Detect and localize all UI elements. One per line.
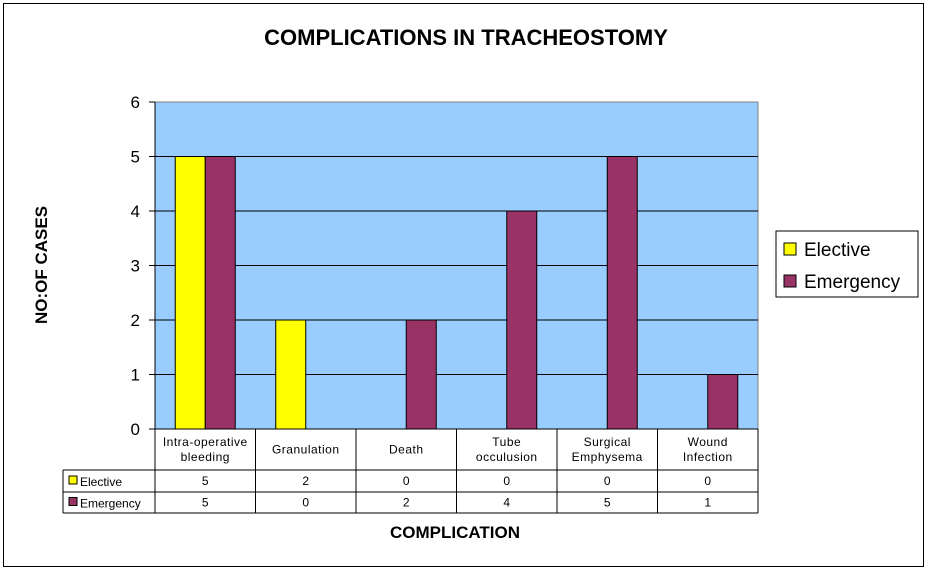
legend-box [775, 230, 919, 298]
legend: Elective Emergency [775, 230, 919, 298]
table-cell-value: 5 [604, 496, 611, 510]
table-series-label: Emergency [80, 497, 141, 511]
table-cell-value: 0 [704, 474, 711, 488]
axes: 0 1 2 3 4 5 6 [131, 93, 156, 439]
bar-emergency [405, 319, 437, 430]
table-cell-value: 5 [202, 474, 209, 488]
category-label: bleeding [181, 450, 230, 464]
bar-emergency [204, 156, 236, 430]
category-label: Infection [683, 450, 733, 464]
category-label: Emphysema [572, 450, 643, 464]
bar-emergency [606, 156, 638, 430]
category-label: Surgical [584, 435, 631, 449]
category-label: Death [389, 443, 424, 457]
category-label: Intra-operative [163, 435, 248, 449]
table-cell-value: 0 [403, 474, 410, 488]
table-legend-key [68, 497, 78, 506]
legend-label-elective: Elective [804, 240, 871, 261]
y-tick-label: 1 [131, 366, 140, 385]
x-axis-title: COMPLICATION [390, 523, 520, 542]
y-axis-title: NO:OF CASES [32, 206, 51, 324]
category-label: occulusion [476, 450, 538, 464]
y-tick-label: 5 [131, 148, 140, 167]
table-legend-key [68, 475, 78, 485]
chart-title: COMPLICATIONS IN TRACHEOSTOMY [264, 25, 668, 50]
y-tick-label: 6 [131, 93, 140, 112]
table-cell-value: 0 [503, 474, 510, 488]
table-cell-value: 2 [302, 474, 309, 488]
y-tick-label: 0 [131, 420, 140, 439]
table-cell-value: 5 [202, 496, 209, 510]
grid-lines [155, 156, 758, 375]
table-cell-value: 0 [604, 474, 611, 488]
table-series-label: Elective [80, 475, 122, 489]
legend-swatch-elective [783, 242, 797, 256]
bar-elective [174, 156, 206, 430]
bar-emergency [506, 210, 538, 430]
table-cell-value: 2 [403, 496, 410, 510]
legend-swatch-emergency [783, 274, 797, 288]
bars [174, 156, 739, 430]
category-label: Granulation [272, 443, 340, 457]
table-cell-value: 4 [503, 496, 510, 510]
y-tick-label: 2 [131, 311, 140, 330]
bar-emergency [707, 374, 739, 430]
category-label: Wound [688, 435, 728, 449]
category-label: Tube [492, 435, 521, 449]
bar-elective [275, 319, 307, 430]
y-tick-label: 4 [131, 202, 140, 221]
y-tick-label: 3 [131, 257, 140, 276]
table-cell-value: 1 [704, 496, 711, 510]
legend-label-emergency: Emergency [804, 272, 901, 293]
table-cell-value: 0 [302, 496, 309, 510]
